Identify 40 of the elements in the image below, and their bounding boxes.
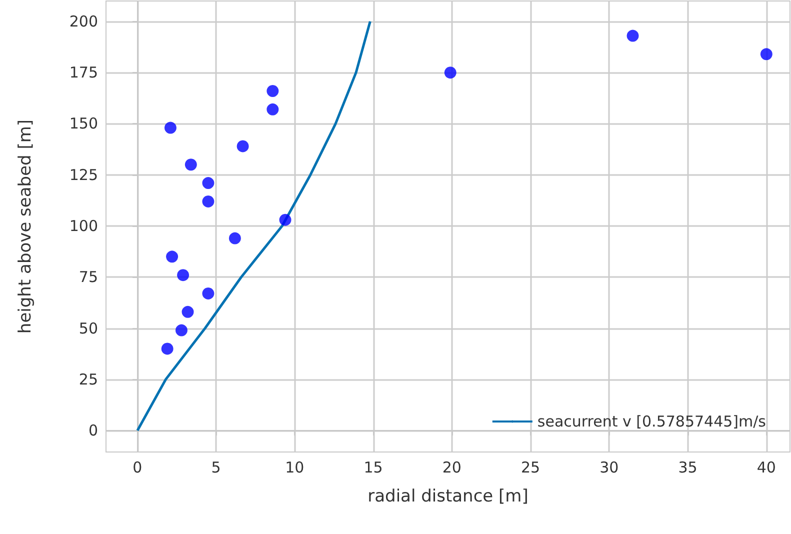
point	[161, 342, 174, 355]
point	[760, 48, 772, 60]
y-tick-label: 50	[78, 319, 98, 338]
point	[175, 324, 188, 336]
point	[164, 122, 176, 134]
x-tick-label: 5	[211, 458, 221, 476]
point	[626, 30, 639, 42]
y-tick-label: 150	[69, 114, 98, 133]
y-tick-label: 0	[88, 422, 98, 440]
point	[266, 85, 279, 97]
point	[177, 269, 190, 282]
point	[202, 195, 214, 208]
x-tick-label: 15	[364, 458, 383, 476]
point	[236, 140, 249, 152]
x-axis-title: radial distance [m]	[368, 486, 528, 506]
point	[202, 177, 214, 190]
point	[279, 214, 292, 226]
legend-label: seacurrent v [0.57857445]m/s	[537, 412, 766, 430]
x-tick-label: 40	[756, 458, 776, 476]
y-tick-label: 200	[69, 12, 98, 30]
point	[202, 287, 214, 300]
x-tick-label: 10	[285, 458, 304, 476]
point	[182, 306, 194, 318]
line-series	[136, 20, 372, 432]
point	[184, 158, 197, 171]
x-tick-label: 35	[678, 458, 698, 476]
point	[166, 250, 178, 263]
x-tick-label: 30	[600, 458, 619, 476]
y-tick-label: 25	[78, 370, 98, 388]
x-tick-label: 0	[132, 458, 142, 476]
y-axis-title: height above seabed [m]	[16, 119, 36, 334]
y-tick-label: 125	[69, 166, 98, 184]
x-tick-label: 25	[521, 458, 540, 476]
y-tick-label: 100	[69, 216, 98, 235]
x-tick-label: 20	[442, 458, 462, 476]
point	[228, 232, 241, 244]
y-tick-label: 75	[78, 268, 98, 286]
y-tick-label: 175	[69, 64, 98, 82]
point	[266, 103, 279, 116]
point	[444, 66, 456, 79]
